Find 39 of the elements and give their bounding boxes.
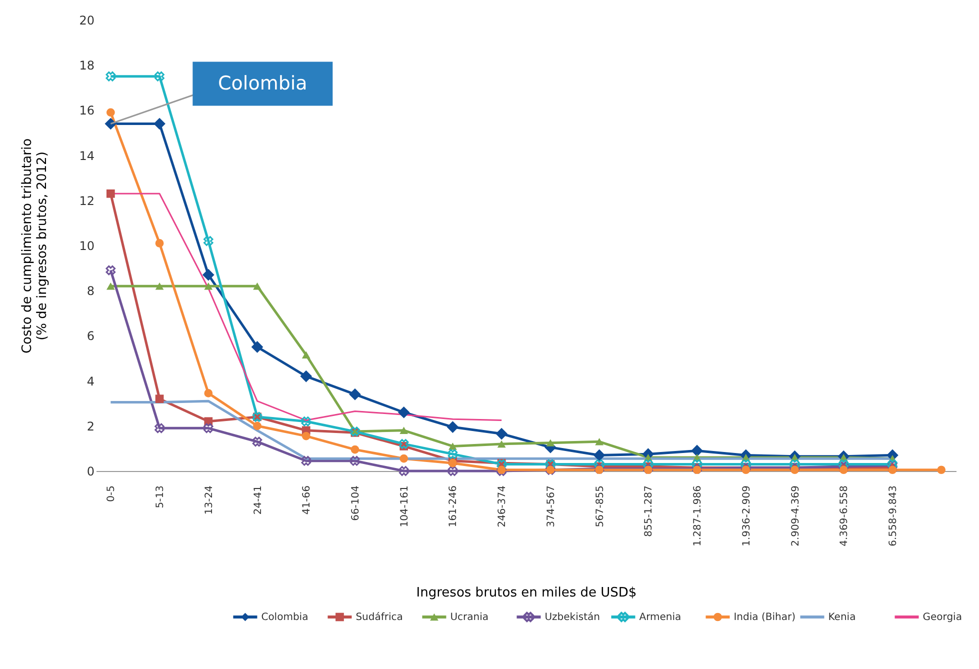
y-tick-label: 8: [86, 284, 94, 298]
x-tick-label: 161-246: [448, 486, 460, 528]
y-tick-label: 10: [79, 239, 94, 253]
x-tick-label: 104-161: [399, 486, 410, 528]
x-tick-label: 4.369-6.558: [839, 486, 850, 546]
legend-label: Armenia: [639, 612, 682, 623]
y-tick-label: 4: [86, 374, 94, 388]
y-tick-label: 0: [86, 464, 94, 478]
x-tick-label: 1.936-2.909: [741, 486, 752, 546]
legend-label: Uzbekistán: [544, 612, 600, 623]
x-tick-label: 374-567: [546, 486, 557, 528]
legend-label: Ucrania: [450, 612, 489, 623]
y-tick-label: 20: [79, 14, 94, 28]
x-tick-label: 6.558-9.843: [888, 486, 899, 546]
x-tick-label: 2.909-4.369: [790, 486, 802, 546]
x-tick-label: 246-374: [497, 486, 508, 528]
legend-label: Sudáfrica: [356, 612, 403, 623]
x-tick-label: 24-41: [252, 486, 264, 515]
x-tick-label: 13-24: [204, 486, 215, 515]
legend-label: India (Bihar): [734, 612, 796, 623]
legend-label: Georgia: [922, 612, 962, 623]
x-tick-label: 5-13: [155, 486, 166, 508]
legend-label: Colombia: [261, 612, 308, 623]
annotation: Colombia: [218, 72, 308, 95]
y-tick-label: 16: [79, 104, 94, 118]
y-axis-title: Costo de cumplimiento tributario (% de ingresos brutos, 2012): [20, 138, 50, 354]
y-tick-label: 18: [79, 58, 94, 73]
x-tick-label: 41-66: [302, 486, 313, 515]
x-tick-label: 567-855: [594, 486, 606, 528]
y-tick-label: 12: [79, 194, 94, 208]
y-tick-label: 14: [79, 148, 94, 163]
y-tick-label: 2: [86, 419, 94, 434]
x-axis-title: Ingresos brutos en miles de USD$: [416, 585, 637, 600]
x-tick-label: 1.287-1.986: [692, 486, 704, 546]
y-tick-label: 6: [86, 329, 94, 344]
x-tick-label: 66-104: [350, 486, 362, 521]
x-tick-label: 855-1.287: [644, 486, 655, 537]
legend-label: Kenia: [828, 612, 856, 623]
x-tick-label: 0-5: [106, 486, 118, 502]
